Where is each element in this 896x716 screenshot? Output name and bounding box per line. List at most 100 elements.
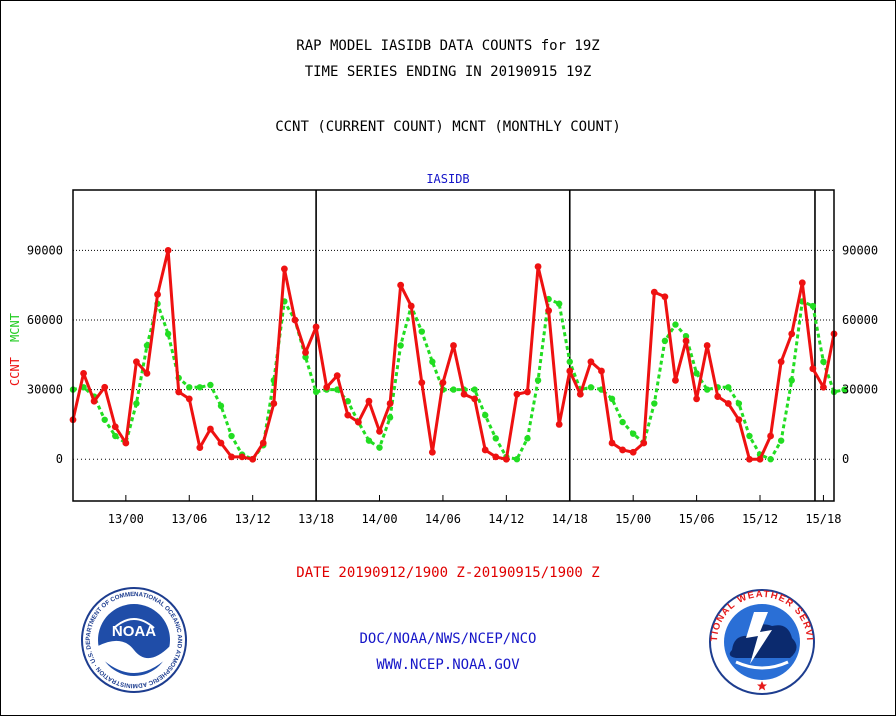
mcnt-point — [777, 437, 785, 444]
x-tick-label: 14/06 — [425, 512, 461, 526]
mcnt-point — [524, 435, 531, 442]
mcnt-line — [72, 297, 845, 461]
mcnt-point — [334, 386, 341, 393]
noaa-logo: NOAA NATIONAL OCEANIC AND ATMOSPHERIC AD… — [81, 587, 187, 693]
y-tick-label-left: 30000 — [27, 383, 63, 397]
ccnt-point — [481, 446, 489, 454]
ccnt-point — [798, 279, 806, 287]
ccnt-point — [90, 397, 98, 405]
noaa-logo-text: NOAA — [112, 623, 156, 640]
ccnt-point — [249, 455, 257, 463]
y-axis-right-labels: 0 30000 60000 90000 — [842, 243, 878, 466]
website-link[interactable]: WWW.NCEP.NOAA.GOV — [376, 657, 520, 673]
ccnt-point — [619, 446, 627, 454]
ccnt-point — [270, 400, 278, 407]
date-range-label: DATE 20190912/1900 Z-20190915/1900 Z — [296, 565, 600, 581]
ccnt-point — [545, 307, 553, 315]
mcnt-point — [133, 400, 140, 407]
ccnt-point — [376, 427, 383, 435]
mcnt-point — [767, 456, 774, 463]
chart-title-line3: CCNT (CURRENT COUNT) MCNT (MONTHLY COUNT… — [275, 119, 621, 135]
ccnt-point — [323, 383, 331, 391]
mcnt-point — [186, 384, 193, 391]
ccnt-point — [524, 388, 531, 396]
ccnt-point — [302, 349, 309, 356]
mcnt-point — [302, 353, 309, 361]
doc-line: DOC/NOAA/NWS/NCEP/NCO — [359, 631, 537, 647]
ccnt-point — [629, 448, 637, 456]
mcnt-point — [429, 358, 436, 365]
ccnt-point — [312, 323, 320, 331]
ccnt-point — [672, 376, 679, 384]
ccnt-point — [756, 455, 764, 463]
ccnt-point — [207, 425, 214, 433]
ccnt-point — [450, 342, 457, 349]
x-tick-label: 14/00 — [361, 512, 397, 526]
ccnt-point — [407, 302, 415, 310]
ccnt-point — [439, 379, 447, 387]
ccnt-point — [386, 400, 394, 407]
nws-logo: NATIONAL WEATHER SERVICE — [709, 589, 815, 695]
ccnt-point — [724, 400, 732, 407]
y-axis-label-ccnt: CCNT — [8, 357, 22, 386]
ccnt-point — [746, 455, 753, 463]
day-boundary-lines — [315, 190, 816, 501]
y-tick-label-right: 0 — [842, 452, 849, 466]
ccnt-point — [428, 448, 436, 456]
mcnt-point — [376, 444, 383, 451]
ccnt-point — [682, 337, 690, 345]
ccnt-point — [344, 411, 352, 419]
mcnt-point — [809, 302, 817, 310]
ccnt-point — [735, 416, 743, 424]
ccnt-point — [196, 444, 204, 452]
grid-lines — [73, 249, 834, 460]
mcnt-point — [661, 337, 669, 345]
ccnt-point — [291, 316, 299, 324]
mcnt-point — [228, 432, 235, 440]
mcnt-point — [143, 342, 151, 349]
ccnt-point — [133, 358, 140, 366]
mcnt-point — [672, 321, 679, 328]
mcnt-point — [312, 388, 320, 396]
ccnt-point — [608, 439, 616, 447]
ccnt-point — [650, 288, 658, 296]
ccnt-point — [154, 291, 161, 298]
y-tick-label-right: 60000 — [842, 313, 878, 327]
ccnt-point — [820, 383, 827, 391]
mcnt-point — [513, 456, 521, 463]
mcnt-point — [418, 328, 425, 335]
ccnt-point — [164, 246, 172, 254]
mcnt-point — [651, 400, 658, 407]
mcnt-point — [703, 386, 711, 393]
ccnt-point — [471, 395, 479, 403]
ccnt-point — [185, 395, 193, 403]
ccnt-point — [767, 432, 774, 440]
x-tick-label: 14/12 — [488, 512, 524, 526]
mcnt-point — [471, 386, 478, 393]
ccnt-point — [502, 455, 510, 463]
ccnt-point — [788, 330, 796, 338]
mcnt-point — [207, 381, 214, 389]
ccnt-point — [111, 423, 119, 431]
mcnt-series — [69, 295, 848, 463]
mcnt-point — [841, 386, 848, 393]
mcnt-point — [693, 370, 700, 377]
x-tick-label: 15/00 — [615, 512, 651, 526]
ccnt-point — [809, 365, 817, 373]
mcnt-point — [365, 437, 373, 444]
ccnt-point — [217, 439, 225, 447]
y-tick-label-left: 60000 — [27, 313, 63, 327]
mcnt-point — [164, 330, 172, 338]
mcnt-point — [101, 416, 108, 423]
chart-title-line1: RAP MODEL IASIDB DATA COUNTS for 19Z — [296, 38, 600, 54]
mcnt-point — [397, 342, 404, 349]
ccnt-point — [661, 293, 669, 301]
mcnt-point — [482, 411, 489, 419]
x-tick-label: 15/06 — [679, 512, 715, 526]
ccnt-series — [69, 246, 838, 463]
ccnt-point — [566, 367, 574, 375]
ccnt-point — [640, 439, 648, 447]
ccnt-point — [418, 379, 426, 387]
ccnt-point — [259, 439, 267, 447]
y-axis-label-mcnt: MCNT — [8, 313, 22, 342]
